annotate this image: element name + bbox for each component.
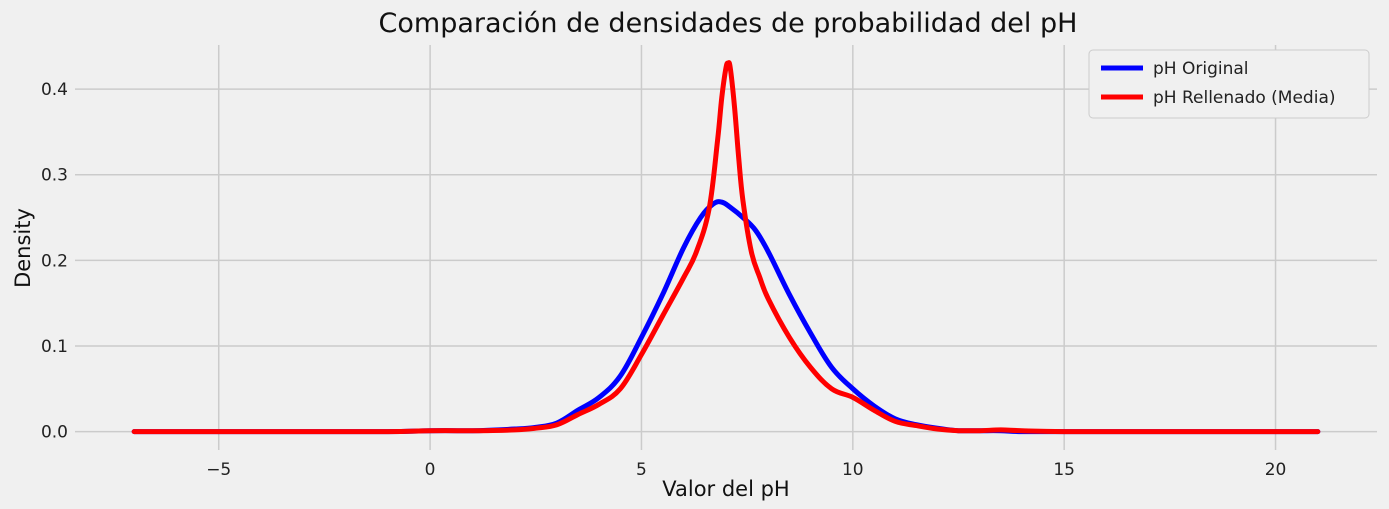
chart-title: Comparación de densidades de probabilida… — [379, 8, 1078, 39]
y-tick-label: 0.3 — [41, 166, 68, 186]
series-lines — [131, 60, 1321, 435]
tick-labels: −5 0 5 10 15 20 0.0 0.1 0.2 0.3 0.4 — [41, 80, 1286, 480]
y-tick-label: 0.2 — [41, 251, 68, 271]
legend: pH Original pH Rellenado (Media) — [1088, 49, 1370, 119]
x-axis-label: Valor del pH — [662, 477, 789, 501]
ph-rellenado-line — [131, 60, 1321, 435]
x-tick-label: 10 — [842, 460, 864, 480]
x-tick-label: 5 — [636, 460, 647, 480]
y-tick-label: 0.0 — [41, 423, 68, 443]
legend-box — [1088, 49, 1370, 119]
x-tick-label: 20 — [1265, 460, 1287, 480]
x-tick-label: 15 — [1053, 460, 1075, 480]
legend-label-ph-original: pH Original — [1153, 59, 1249, 79]
y-tick-label: 0.4 — [41, 80, 68, 100]
y-tick-label: 0.1 — [41, 337, 68, 357]
legend-label-ph-rellenado: pH Rellenado (Media) — [1153, 88, 1336, 108]
x-tick-label: 0 — [425, 460, 436, 480]
x-tick-label: −5 — [206, 460, 231, 480]
y-axis-label: Density — [11, 208, 35, 288]
